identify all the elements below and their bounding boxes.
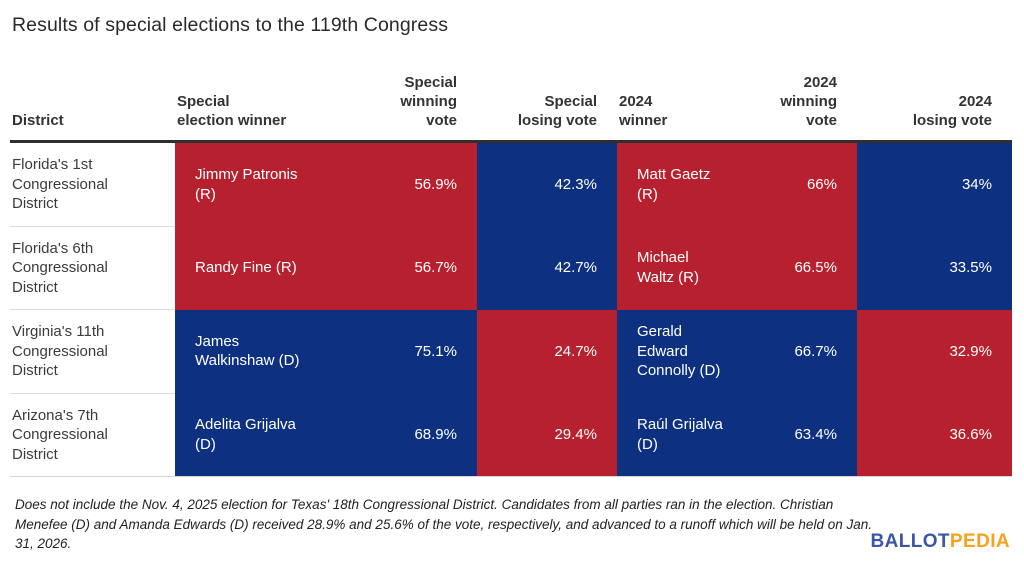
district-cell: Virginia's 11th Congressional District [10, 309, 175, 394]
special-losing-vote-cell: 42.7% [477, 226, 617, 310]
winning-vote-2024-cell: 66.7% [750, 309, 857, 393]
header-2024-winner: 2024 winner [617, 39, 750, 143]
losing-vote-2024-cell: 32.9% [857, 309, 1012, 393]
logo-text-pedia: PEDIA [949, 530, 1010, 552]
header-special-election-winner: Special election winner [175, 39, 340, 143]
special-winner-cell: James Walkinshaw (D) [175, 309, 340, 393]
district-cell: Florida's 1st Congressional District [10, 141, 175, 227]
table-row: Arizona's 7th Congressional District Ade… [10, 393, 1012, 477]
winner-2024-cell: Raúl Grijalva (D) [617, 393, 750, 477]
header-district: District [10, 39, 175, 143]
footer: Does not include the Nov. 4, 2025 electi… [12, 495, 1012, 554]
special-elections-table: District Special election winner Special… [10, 39, 1012, 477]
header-2024-losing-vote: 2024 losing vote [857, 39, 1012, 143]
special-winner-cell: Jimmy Patronis (R) [175, 141, 340, 226]
winning-vote-2024-cell: 63.4% [750, 393, 857, 477]
winning-vote-2024-cell: 66% [750, 141, 857, 226]
table-row: Virginia's 11th Congressional District J… [10, 309, 1012, 394]
special-losing-vote-cell: 42.3% [477, 141, 617, 226]
district-cell: Arizona's 7th Congressional District [10, 393, 175, 477]
winner-2024-cell: Matt Gaetz (R) [617, 141, 750, 226]
special-losing-vote-cell: 24.7% [477, 309, 617, 393]
winner-2024-cell: Michael Waltz (R) [617, 226, 750, 310]
losing-vote-2024-cell: 34% [857, 141, 1012, 226]
header-special-losing-vote: Special losing vote [477, 39, 617, 143]
special-winning-vote-cell: 75.1% [340, 309, 477, 393]
district-cell: Florida's 6th Congressional District [10, 226, 175, 310]
ballotpedia-logo: BALLOTPEDIA [870, 531, 1010, 553]
table-row: Florida's 6th Congressional District Ran… [10, 226, 1012, 310]
losing-vote-2024-cell: 36.6% [857, 393, 1012, 477]
winning-vote-2024-cell: 66.5% [750, 226, 857, 310]
logo-text-ballot: BALLOT [870, 530, 950, 552]
page-title: Results of special elections to the 119t… [12, 14, 449, 36]
footnote: Does not include the Nov. 4, 2025 electi… [15, 497, 872, 552]
losing-vote-2024-cell: 33.5% [857, 226, 1012, 310]
winner-2024-cell: Gerald Edward Connolly (D) [617, 309, 750, 393]
table-header-row: District Special election winner Special… [10, 39, 1012, 143]
table-row: Florida's 1st Congressional District Jim… [10, 141, 1012, 227]
header-special-winning-vote: Special winning vote [340, 39, 477, 143]
special-winning-vote-cell: 56.7% [340, 226, 477, 310]
special-winning-vote-cell: 56.9% [340, 141, 477, 226]
header-2024-winning-vote: 2024 winning vote [750, 39, 857, 143]
special-winning-vote-cell: 68.9% [340, 393, 477, 477]
special-winner-cell: Randy Fine (R) [175, 226, 340, 310]
special-losing-vote-cell: 29.4% [477, 393, 617, 477]
special-winner-cell: Adelita Grijalva (D) [175, 393, 340, 477]
